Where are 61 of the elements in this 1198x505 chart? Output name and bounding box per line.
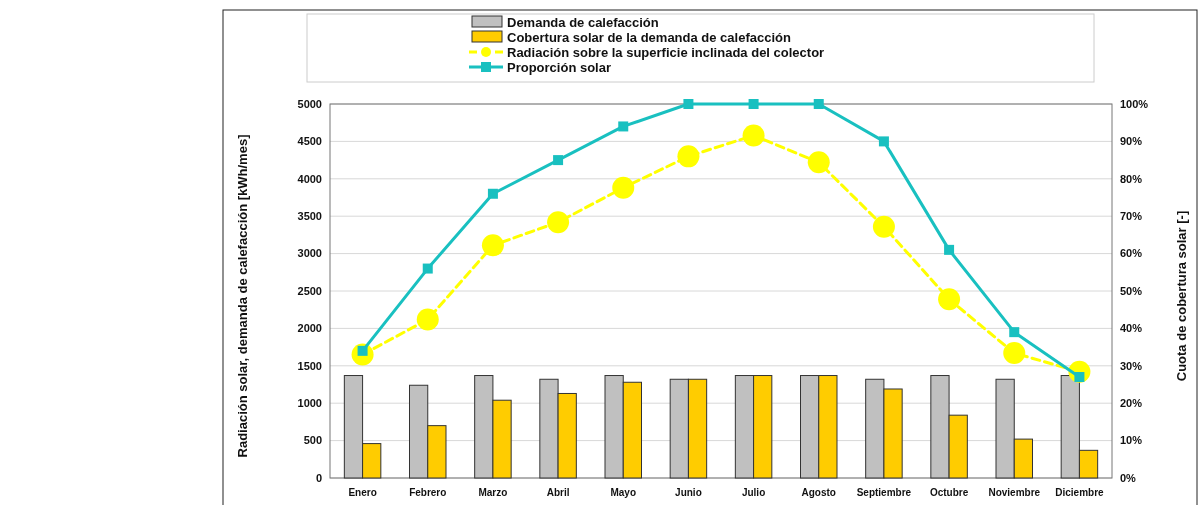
point <box>748 99 759 109</box>
y-axis-title: Radiación solar, demanda de calefacción [kWh/mes] <box>235 134 250 458</box>
point <box>416 308 439 331</box>
point <box>1003 342 1026 365</box>
y2-tick-label: 90% <box>1120 135 1143 148</box>
point <box>553 155 564 166</box>
point <box>547 211 570 234</box>
y-tick-label: 4000 <box>297 172 322 185</box>
y-tick-label: 2000 <box>297 322 322 335</box>
point <box>944 244 955 255</box>
x-tick-label: Marzo <box>478 487 508 498</box>
x-tick-label: Julio <box>741 487 766 498</box>
x-tick-label: Abril <box>546 487 570 498</box>
point <box>872 215 895 238</box>
x-tick-label: Junio <box>675 487 702 498</box>
y2-tick-label: 0% <box>1120 471 1137 484</box>
y-tick-label: 500 <box>303 434 322 447</box>
y2-tick-label: 80% <box>1120 172 1143 185</box>
point <box>813 99 824 109</box>
point <box>677 145 700 168</box>
point <box>422 263 433 274</box>
point <box>487 188 498 199</box>
y2-tick-label: 70% <box>1120 210 1143 223</box>
y-tick-label: 5000 <box>297 97 322 110</box>
point <box>938 288 961 311</box>
point <box>1009 327 1020 338</box>
y-tick-label: 1500 <box>297 359 322 372</box>
x-tick-label: Febrero <box>409 487 447 498</box>
legend-label: Proporción solar <box>507 59 612 75</box>
y2-tick-label: 30% <box>1120 359 1143 372</box>
x-tick-label: Agosto <box>801 487 836 498</box>
point <box>1074 372 1085 383</box>
y-tick-label: 0 <box>315 471 322 484</box>
y2-axis-title: Cuota de cobertura solar [-] <box>1174 210 1189 382</box>
point <box>612 176 635 199</box>
legend-label: Cobertura solar de la demanda de calefacción <box>507 29 791 45</box>
y-tick-label: 3500 <box>297 210 322 223</box>
legend-label: Demanda de calefacción <box>507 14 659 30</box>
legend-label: Radiación sobre la superficie inclinada del colector <box>507 44 825 60</box>
y2-tick-label: 60% <box>1120 247 1143 260</box>
x-tick-label: Enero <box>348 487 377 498</box>
point <box>878 136 889 147</box>
x-tick-label: Octubre <box>929 487 969 498</box>
x-tick-label: Noviembre <box>988 487 1041 498</box>
x-tick-label: Mayo <box>610 487 637 498</box>
x-tick-label: Diciembre <box>1055 487 1105 498</box>
y-tick-label: 4500 <box>297 135 322 148</box>
y2-tick-label: 20% <box>1120 397 1143 410</box>
y2-tick-label: 10% <box>1120 434 1143 447</box>
y-tick-label: 3000 <box>297 247 322 260</box>
point <box>683 99 694 109</box>
y-tick-label: 2500 <box>297 284 322 297</box>
y-tick-label: 1000 <box>297 397 322 410</box>
y2-tick-label: 40% <box>1120 322 1143 335</box>
y2-tick-label: 100% <box>1120 97 1149 110</box>
point <box>618 121 629 132</box>
point <box>807 151 830 174</box>
point <box>742 124 765 147</box>
y2-tick-label: 50% <box>1120 284 1143 297</box>
point <box>481 234 504 257</box>
x-tick-label: Septiembre <box>856 487 912 498</box>
